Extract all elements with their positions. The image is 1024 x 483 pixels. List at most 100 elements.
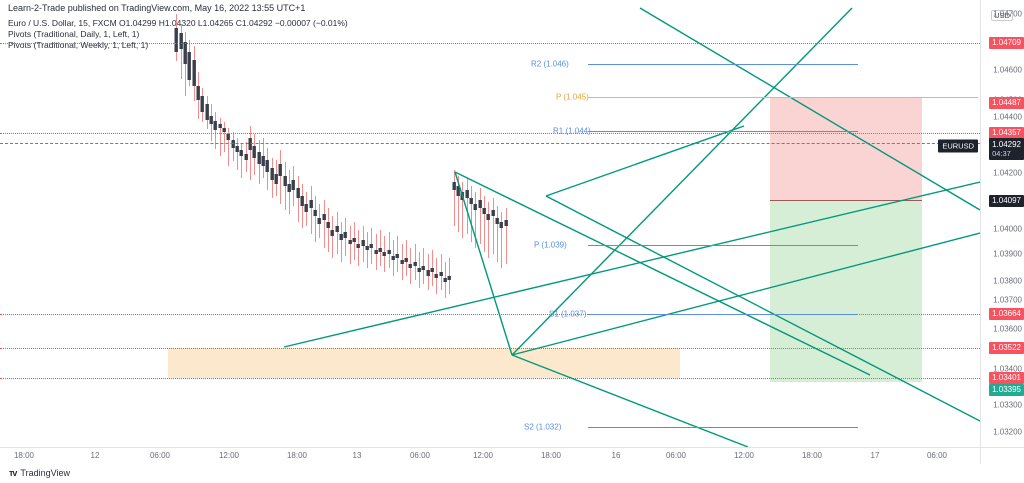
candle-body bbox=[287, 184, 291, 192]
price-level-tag: 1.03664 bbox=[989, 308, 1024, 320]
candle-body bbox=[417, 268, 421, 272]
candle-body bbox=[408, 264, 412, 268]
price-tick: 1.03400 bbox=[993, 364, 1022, 374]
candle-body bbox=[356, 244, 360, 248]
pivot-label-5: S2 (1.032) bbox=[524, 422, 562, 432]
candle-body bbox=[456, 186, 460, 196]
candle-body bbox=[300, 196, 304, 206]
candle-body bbox=[421, 266, 425, 270]
pivot-line-1[interactable] bbox=[588, 97, 978, 98]
price-tick: 1.04200 bbox=[993, 168, 1022, 178]
price-tick: 1.04600 bbox=[993, 65, 1022, 75]
legend-symbol-ohlc[interactable]: Euro / U.S. Dollar, 15, FXCM O1.04299 H1… bbox=[8, 18, 348, 28]
candle-body bbox=[317, 218, 321, 224]
trendline-8[interactable] bbox=[639, 7, 980, 211]
resistance-1.04709[interactable] bbox=[0, 43, 980, 44]
trendline-6[interactable] bbox=[454, 171, 871, 376]
candle-body bbox=[174, 28, 178, 52]
time-tick: 12:00 bbox=[218, 451, 240, 460]
candle-body bbox=[304, 204, 308, 212]
trendline-group[interactable] bbox=[0, 0, 980, 447]
time-tick: 18:00 bbox=[801, 451, 823, 460]
time-tick: 12:00 bbox=[733, 451, 755, 460]
axis-corner bbox=[980, 447, 1024, 465]
candle-body bbox=[235, 146, 239, 152]
candle-body bbox=[365, 246, 369, 250]
time-tick: 18:00 bbox=[286, 451, 308, 460]
candle-body bbox=[222, 128, 226, 132]
level-1.04357[interactable] bbox=[0, 133, 980, 134]
time-axis[interactable]: 18:00 12 06:00 12:00 18:00 13 06:00 12:00 18:00 1… bbox=[0, 447, 980, 465]
price-level-tag: 1.04487 bbox=[989, 97, 1024, 109]
candle-body bbox=[395, 254, 399, 258]
legend-indicator-daily-pivots[interactable]: Pivots (Traditional, Daily, 1, Left, 1) bbox=[8, 29, 140, 39]
support-1.03401[interactable] bbox=[0, 378, 980, 379]
candle-body bbox=[413, 262, 417, 266]
consolidation-zone[interactable] bbox=[168, 348, 680, 378]
trendline-5[interactable] bbox=[511, 354, 749, 447]
bar-countdown: 04:37 bbox=[992, 149, 1011, 158]
price-level-tag: 1.03401 bbox=[989, 372, 1024, 384]
candle-body bbox=[426, 270, 430, 276]
candle-body bbox=[226, 134, 230, 140]
candle-body bbox=[430, 268, 434, 272]
candle-body bbox=[270, 168, 274, 180]
candlestick-series bbox=[174, 14, 508, 298]
pivot-label-4: S1 (1.037) bbox=[549, 309, 587, 319]
candle-body bbox=[439, 272, 443, 276]
candle-body bbox=[330, 230, 334, 236]
candle-body bbox=[265, 160, 269, 172]
time-tick: 16 bbox=[611, 451, 621, 460]
trendline-4[interactable] bbox=[511, 232, 980, 356]
trendline-3[interactable] bbox=[511, 7, 853, 356]
price-level-tag: 1.04709 bbox=[989, 37, 1024, 49]
candle-body bbox=[209, 116, 213, 124]
candle-body bbox=[434, 274, 438, 278]
legend-indicator-weekly-pivots[interactable]: Pivots (Traditional, Weekly, 1, Left, 1) bbox=[8, 40, 149, 50]
pivot-line-4[interactable] bbox=[588, 314, 858, 315]
candle-body bbox=[205, 104, 209, 120]
pivot-line-0[interactable] bbox=[588, 64, 858, 65]
pivot-line-5[interactable] bbox=[588, 427, 858, 428]
candle-body bbox=[248, 138, 252, 150]
time-tick: 06:00 bbox=[409, 451, 431, 460]
candle-body bbox=[231, 140, 235, 148]
candle-body bbox=[313, 210, 317, 216]
candle-body bbox=[378, 248, 382, 252]
candle-body bbox=[499, 222, 503, 228]
candle-body bbox=[352, 238, 356, 242]
price-tick: 1.03600 bbox=[993, 324, 1022, 334]
current-price-value: 1.04292 bbox=[992, 140, 1021, 149]
candle-body bbox=[261, 156, 265, 166]
candle-body bbox=[387, 250, 391, 254]
support-1.03664[interactable] bbox=[0, 314, 980, 315]
current-price-line[interactable] bbox=[0, 143, 980, 144]
trendline-9[interactable] bbox=[545, 125, 745, 197]
candle-body bbox=[335, 226, 339, 232]
trendline-7[interactable] bbox=[545, 195, 980, 422]
support-1.03522[interactable] bbox=[0, 348, 980, 349]
candle-body bbox=[491, 210, 495, 216]
pivot-line-3[interactable] bbox=[588, 245, 858, 246]
candle-body bbox=[244, 154, 248, 160]
candle-body bbox=[486, 214, 490, 220]
price-axis[interactable]: USD 1.047001.046001.045001.044001.043001… bbox=[980, 0, 1024, 447]
footer bbox=[0, 464, 1024, 483]
tradingview-logo[interactable]: ᴛᴠ TradingView bbox=[9, 468, 70, 478]
candle-body bbox=[187, 52, 191, 80]
chart-plot-area[interactable]: R2 (1.046) P (1.045) R1 (1.044) P (1.039) S1… bbox=[0, 0, 980, 447]
pivot-line-2[interactable] bbox=[588, 131, 858, 132]
candle-body bbox=[309, 200, 313, 208]
trendline-2[interactable] bbox=[454, 171, 513, 356]
price-tick: 1.03800 bbox=[993, 276, 1022, 286]
attribution-text: Learn-2-Trade published on TradingView.c… bbox=[8, 3, 306, 13]
candle-body bbox=[183, 42, 187, 64]
pivot-label-3: P (1.039) bbox=[534, 240, 567, 250]
candle-body bbox=[274, 174, 278, 184]
price-tick: 1.03700 bbox=[993, 295, 1022, 305]
trendline-1[interactable] bbox=[283, 181, 980, 348]
candle-body bbox=[404, 258, 408, 262]
short-target-zone[interactable] bbox=[770, 97, 922, 200]
candle-body bbox=[473, 204, 477, 210]
